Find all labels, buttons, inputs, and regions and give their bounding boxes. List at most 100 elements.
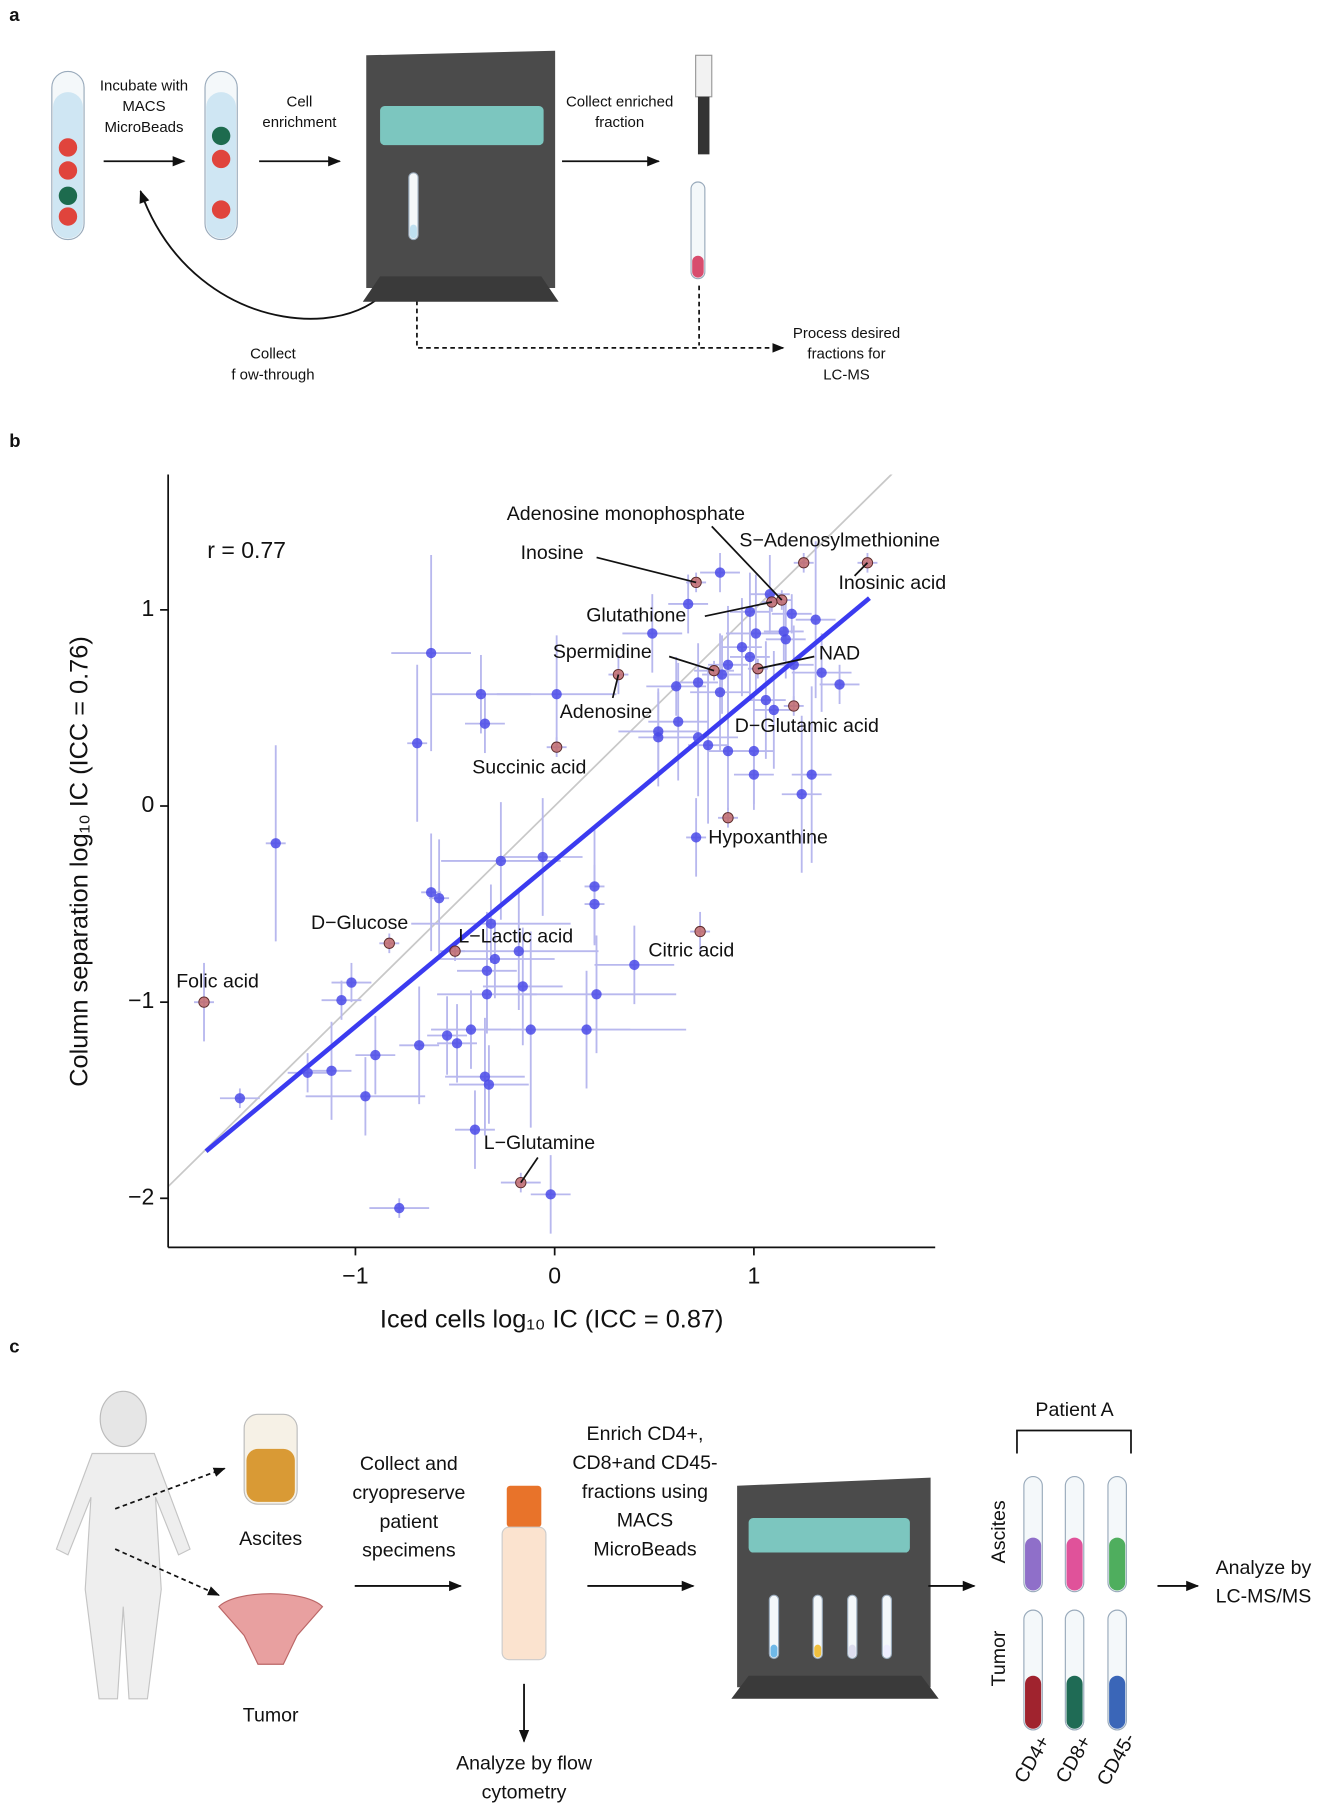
point xyxy=(589,898,600,910)
point xyxy=(750,628,762,639)
leader-line xyxy=(520,1157,539,1184)
point xyxy=(748,769,760,780)
step-label: Process desired xyxy=(793,325,900,342)
point xyxy=(591,989,602,1000)
point xyxy=(394,1202,405,1214)
point xyxy=(433,893,445,904)
point xyxy=(692,677,704,688)
point xyxy=(589,881,600,892)
point xyxy=(760,694,772,706)
tube-liquid xyxy=(883,1644,891,1658)
point xyxy=(441,1030,453,1041)
point xyxy=(798,557,810,569)
point xyxy=(834,679,845,690)
point xyxy=(489,953,501,965)
separator xyxy=(366,50,556,288)
point xyxy=(744,651,756,663)
point-label: Adenosine monophosphate xyxy=(507,503,745,525)
point xyxy=(629,959,640,971)
panel-label: c xyxy=(9,1335,19,1356)
point xyxy=(326,1065,337,1076)
step-label: cryopreserve xyxy=(352,1482,465,1504)
panel-label: a xyxy=(9,4,20,25)
point xyxy=(714,567,726,578)
point xyxy=(425,647,437,659)
point xyxy=(370,1049,381,1061)
leader-line xyxy=(711,525,783,601)
step-label: Collect enriched xyxy=(566,93,673,110)
point-label: Inosine xyxy=(521,542,584,564)
tube xyxy=(768,1594,780,1660)
point xyxy=(513,945,524,957)
step-label: fractions for xyxy=(807,346,885,363)
tube-liquid xyxy=(410,224,417,239)
point xyxy=(465,1024,477,1035)
point xyxy=(481,965,493,976)
point xyxy=(475,689,487,700)
step-label: MACS xyxy=(122,98,165,115)
x-tick-label: −1 xyxy=(342,1262,368,1288)
point xyxy=(551,741,563,753)
step-label: specimens xyxy=(362,1540,456,1562)
cell xyxy=(211,126,231,146)
point xyxy=(806,769,817,780)
point xyxy=(748,745,760,757)
point xyxy=(778,626,789,637)
point xyxy=(796,789,807,800)
step-label: fraction xyxy=(595,114,644,131)
leader-line xyxy=(611,674,620,699)
step-label: LC-MS/MS xyxy=(1216,1586,1312,1608)
tube-liquid xyxy=(1109,1537,1126,1591)
y-tick-label: −2 xyxy=(128,1183,154,1209)
tube xyxy=(812,1594,823,1660)
specimen-label: Ascites xyxy=(239,1528,302,1550)
leader-line xyxy=(757,655,815,670)
point xyxy=(360,1091,371,1102)
step-label: cytometry xyxy=(482,1781,567,1803)
y-tick-label: 1 xyxy=(142,595,155,621)
point xyxy=(383,937,395,949)
point xyxy=(525,1024,536,1035)
point-label: Adenosine xyxy=(560,701,653,723)
point xyxy=(479,718,491,729)
panel-a: a Incubate with MACS MicroBeads Cell enr… xyxy=(9,4,900,383)
row-label: Tumor xyxy=(988,1630,1010,1686)
point xyxy=(469,1124,481,1135)
point xyxy=(690,576,702,589)
step-label: Enrich CD4+, xyxy=(587,1423,704,1445)
separator xyxy=(737,1477,931,1688)
point-label: D−Glucose xyxy=(311,912,408,934)
point-label: Inosinic acid xyxy=(838,572,946,594)
x-axis-label: Iced cells log₁₀ IC (ICC = 0.87) xyxy=(380,1306,724,1334)
step-label: enrichment xyxy=(262,114,337,131)
tube-liquid xyxy=(1109,1675,1126,1729)
point xyxy=(234,1093,246,1104)
point xyxy=(581,1024,592,1035)
tube-liquid xyxy=(692,255,704,278)
point xyxy=(336,995,347,1006)
point xyxy=(346,977,357,988)
point xyxy=(481,989,493,1000)
point xyxy=(545,1189,556,1200)
leader-line xyxy=(853,562,869,577)
point-label: Folic acid xyxy=(176,971,259,993)
step-label: CD8+and CD45- xyxy=(572,1452,717,1474)
cell xyxy=(211,200,231,219)
regression-line xyxy=(204,596,871,1153)
step-label: MicroBeads xyxy=(593,1538,697,1560)
point xyxy=(451,1038,463,1049)
panel-label: b xyxy=(9,430,20,451)
y-tick-label: −1 xyxy=(128,987,154,1013)
point xyxy=(786,608,797,619)
separator-base xyxy=(731,1675,939,1699)
step-label: LC-MS xyxy=(823,366,870,383)
point xyxy=(780,634,791,645)
point-label: Hypoxanthine xyxy=(708,827,828,849)
magnet xyxy=(748,1517,910,1553)
ascites-bag xyxy=(246,1448,295,1502)
point xyxy=(653,726,664,737)
tube xyxy=(847,1594,858,1660)
step-label: MicroBeads xyxy=(104,119,183,136)
point xyxy=(722,745,734,757)
